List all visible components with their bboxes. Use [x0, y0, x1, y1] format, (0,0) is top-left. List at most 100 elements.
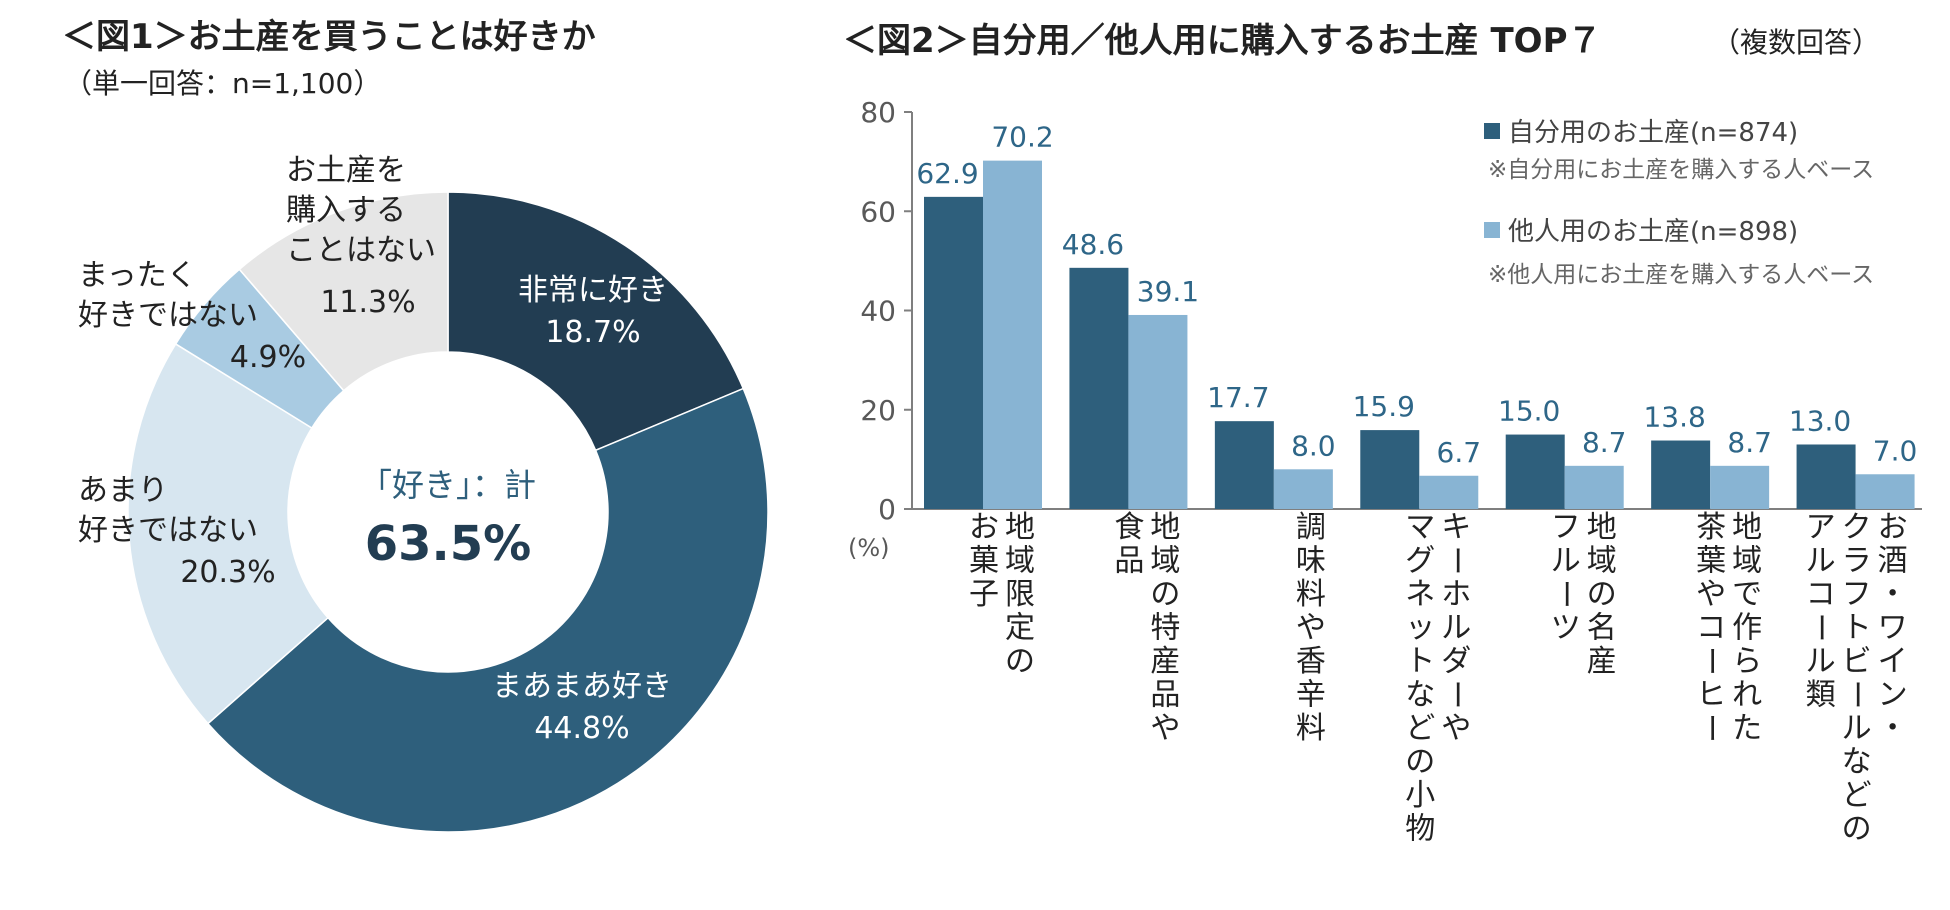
category-5-line-1-char-4: ー [1693, 646, 1728, 676]
category-3-line-1-char-0: マ [1405, 510, 1435, 545]
donut-slice-4 [238, 191, 449, 392]
fig1-subtitle: （単一回答：n=1,100） [64, 67, 381, 100]
bar-5-series-0 [1651, 440, 1711, 509]
category-5-line-1-char-3: コ [1696, 611, 1726, 646]
legend-swatch-other [1484, 222, 1500, 238]
category-3-line-1-char-8: 小 [1405, 778, 1435, 813]
y-axis-label: (%) [848, 534, 890, 562]
bar-4-series-1 [1564, 465, 1624, 509]
category-5-line-0-char-3: 作 [1732, 611, 1762, 646]
category-0-line-0-char-0: 地 [1005, 510, 1035, 545]
bar-3-series-0 [1360, 430, 1420, 509]
category-6-line-1-char-2: フ [1842, 577, 1872, 612]
category-6-line-0-char-4: イ [1878, 644, 1908, 679]
category-3-line-1-char-7: の [1405, 745, 1435, 780]
bar-value-6-series-1: 7.0 [1873, 434, 1918, 467]
y-tick-label-80: 80 [860, 96, 896, 129]
category-6-line-0-char-5: ン [1878, 678, 1908, 713]
donut-label-4-line-0: お土産を [286, 153, 406, 188]
bar-2-series-1 [1273, 469, 1333, 509]
category-0-line-1-char-2: 子 [969, 577, 999, 612]
category-3-line-0-char-2: ホ [1441, 577, 1471, 612]
category-3-line-0-char-6: や [1441, 711, 1471, 746]
category-1-line-0-char-0: 地 [1150, 510, 1180, 545]
category-2-line-0-char-5: 辛 [1296, 678, 1326, 713]
category-1-line-1-char-0: 食 [1114, 510, 1144, 545]
category-6-line-2-char-5: 類 [1806, 678, 1836, 713]
category-5-line-0-char-2: で [1732, 577, 1762, 612]
bar-value-3-series-0: 15.9 [1353, 390, 1415, 423]
category-3-line-0-char-5: ー [1438, 680, 1473, 710]
category-4-line-0-char-4: 産 [1587, 644, 1617, 679]
category-6-line-1-char-8: ど [1842, 778, 1872, 813]
donut-slice-0 [447, 191, 745, 452]
category-2-line-0-char-4: 香 [1296, 644, 1326, 679]
donut-label-4-line-1: 購入する [286, 193, 406, 228]
donut-slice-2 [127, 342, 330, 725]
bar-4-series-0 [1505, 434, 1565, 509]
category-6-line-1-char-7: な [1842, 745, 1872, 780]
bar-6-series-0 [1796, 444, 1856, 509]
category-3-line-1-char-2: ネ [1405, 577, 1435, 612]
category-2-line-0-char-3: や [1296, 611, 1326, 646]
donut-label-0-line-0: 非常に好き [518, 273, 668, 308]
bar-2-series-0 [1214, 421, 1274, 509]
bar-value-5-series-1: 8.7 [1727, 426, 1772, 459]
legend-swatch-own [1484, 123, 1500, 139]
bar-value-1-series-1: 39.1 [1137, 275, 1199, 308]
bar-0-series-1 [983, 160, 1042, 509]
category-4-line-0-char-0: 地 [1587, 510, 1617, 545]
category-4-line-1-char-3: ツ [1551, 611, 1581, 646]
legend-label-own: 自分用のお土産(n=874) [1508, 118, 1798, 148]
category-6-line-1-char-4: ビ [1842, 644, 1872, 679]
fig2-title: ＜図2＞自分用／他人用に購入するお土産 TOP７ [843, 21, 1602, 61]
category-3-line-0-char-0: キ [1441, 510, 1471, 545]
category-5-line-0-char-6: た [1732, 711, 1762, 746]
donut-label-1-line-0: まあまあ好き [492, 669, 672, 704]
bar-value-2-series-1: 8.0 [1291, 429, 1336, 462]
donut-label-2-line-0: あまり [78, 473, 168, 508]
donut-chart [127, 191, 769, 833]
category-3-line-0-char-4: ダ [1441, 644, 1471, 679]
y-tick-label-0: 0 [878, 493, 896, 526]
bar-0-series-0 [924, 196, 983, 509]
y-tick-label-60: 60 [860, 195, 896, 228]
bar-chart: 020406080(%)62.970.2地域限定のお菓子48.639.1地域の特… [848, 96, 1922, 847]
category-5-line-0-char-0: 地 [1732, 510, 1762, 545]
y-tick-label-40: 40 [860, 295, 896, 328]
bar-value-5-series-0: 13.8 [1643, 401, 1705, 434]
donut-value-4: 11.3% [320, 285, 415, 320]
donut-label-2-line-1: 好きではない [78, 513, 258, 548]
category-2-line-0-char-1: 味 [1296, 544, 1326, 579]
donut-center-value: 63.5% [365, 516, 532, 572]
category-5-line-0-char-1: 域 [1732, 544, 1762, 579]
category-5-line-0-char-4: ら [1732, 644, 1762, 679]
bar-3-series-1 [1419, 475, 1479, 509]
category-6-line-1-char-9: の [1842, 812, 1872, 847]
fig2-title-note: （複数回答） [1712, 26, 1880, 59]
category-6-line-2-char-2: コ [1806, 577, 1836, 612]
category-1-line-0-char-1: 域 [1150, 544, 1180, 579]
category-0-line-1-char-1: 菓 [969, 544, 999, 579]
donut-label-3-line-0: まったく [78, 258, 197, 293]
donut-slice-1 [206, 387, 769, 833]
donut-value-1: 44.8% [534, 711, 629, 746]
category-6-line-0-char-1: 酒 [1878, 544, 1908, 579]
donut-labels: 非常に好き18.7%まあまあ好き44.8%あまり好きではない20.3%まったく好… [78, 153, 672, 746]
category-6-line-2-char-1: ル [1806, 544, 1836, 579]
donut-value-3: 4.9% [230, 340, 306, 375]
legend-label-other: 他人用のお土産(n=898) [1508, 217, 1798, 247]
category-1-line-0-char-4: 産 [1150, 644, 1180, 679]
category-5-line-1-char-5: ヒ [1696, 678, 1726, 713]
category-3-line-0-char-1: ー [1438, 546, 1473, 576]
category-0-line-0-char-3: 定 [1005, 611, 1035, 646]
category-6-line-0-char-6: ・ [1878, 711, 1908, 746]
bar-5-series-1 [1710, 465, 1770, 509]
category-1-line-0-char-2: の [1150, 577, 1180, 612]
fig1-title: ＜図1＞お土産を買うことは好きか [62, 17, 596, 57]
category-6-line-2-char-3: ー [1803, 613, 1838, 643]
category-5-line-1-char-1: 葉 [1696, 544, 1726, 579]
category-4-line-1-char-0: フ [1551, 510, 1581, 545]
category-5-line-1-char-2: や [1696, 577, 1726, 612]
category-6-line-0-char-0: お [1878, 510, 1908, 545]
